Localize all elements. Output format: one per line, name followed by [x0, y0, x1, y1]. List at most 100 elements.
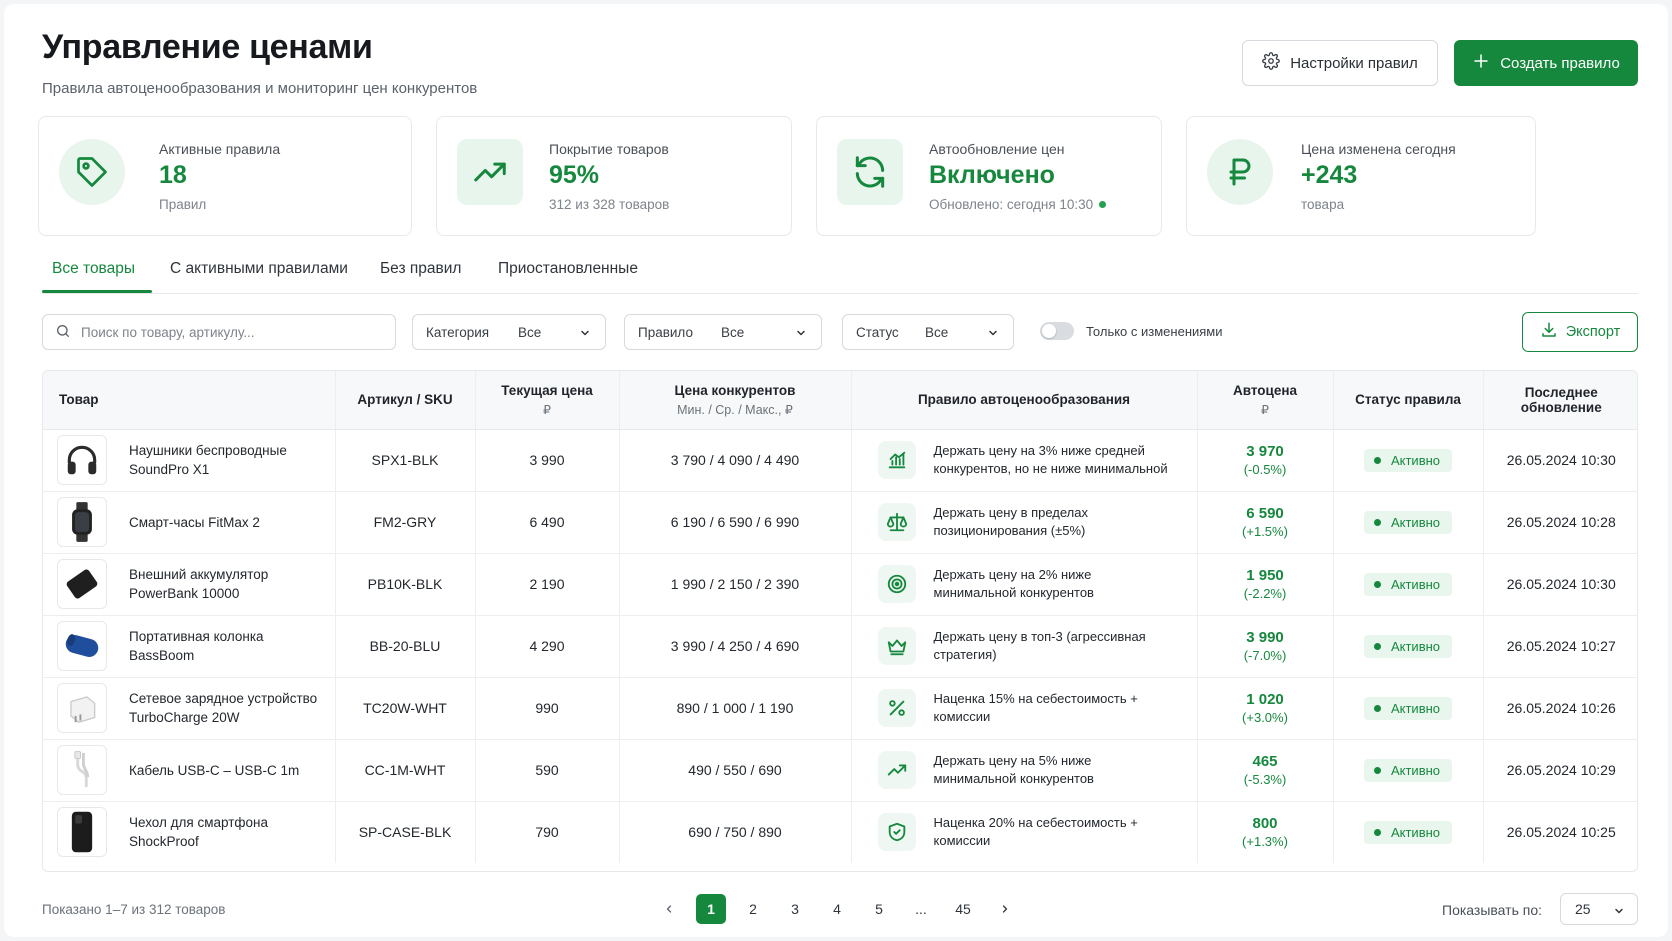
auto-price-change: (-7.0%): [1243, 648, 1287, 663]
search-input[interactable]: Поиск по товару, артикулу...: [42, 314, 396, 350]
page-button[interactable]: 3: [791, 901, 799, 917]
tab-active-rules[interactable]: С активными правилами: [170, 260, 348, 277]
only-changes-label: Только с изменениями: [1086, 323, 1223, 339]
rule-settings-label: Настройки правил: [1290, 54, 1418, 72]
tab-paused[interactable]: Приостановленные: [498, 260, 638, 277]
search-placeholder: Поиск по товару, артикулу...: [81, 324, 255, 340]
auto-price-change: (-5.3%): [1243, 772, 1287, 787]
stat-sub: Обновлено: сегодня 10:30: [929, 197, 1107, 212]
current-price-cell: 790: [475, 801, 620, 863]
only-changes-toggle[interactable]: [1040, 322, 1074, 340]
stat-label: Автообновление цен: [929, 141, 1065, 157]
page-button[interactable]: 2: [749, 901, 757, 917]
sku-cell: BB-20-BLU: [335, 615, 476, 678]
product-name[interactable]: Чехол для смартфона ShockProof: [129, 815, 268, 850]
status-select[interactable]: Статус Все: [842, 314, 1014, 350]
competitor-price-cell: 690 / 750 / 890: [619, 801, 852, 863]
updated-cell: 26.05.2024 10:30: [1483, 553, 1637, 616]
col-competitor-price[interactable]: Цена конкурентов Мин. / Ср. / Макс., ₽: [619, 371, 852, 430]
col-rule-status[interactable]: Статус правила: [1333, 371, 1484, 430]
status-cell: Активно: [1333, 491, 1484, 554]
product-name[interactable]: Внешний аккумулятор PowerBank 10000: [129, 567, 269, 601]
auto-price-change: (+3.0%): [1242, 710, 1288, 725]
per-page-select[interactable]: 25: [1560, 893, 1638, 925]
auto-price-cell: 1 020 (+3.0%): [1197, 677, 1334, 740]
stat-card-changed-today: Цена изменена сегодня +243 товара: [1186, 116, 1536, 236]
rule-cell: Держать цену в топ-3 (агрессивная страте…: [851, 615, 1198, 678]
status-badge: Активно: [1363, 820, 1453, 844]
col-auto-price[interactable]: Автоцена ₽: [1197, 371, 1334, 430]
status-cell: Активно: [1333, 429, 1484, 492]
status-cell: Активно: [1333, 801, 1484, 863]
table-row[interactable]: Кабель USB-C – USB-C 1m CC-1M-WHT 590 490 /…: [43, 739, 1637, 802]
auto-price-change: (-2.2%): [1243, 586, 1287, 601]
rule-text: Держать цену в пределах позиционирования…: [933, 504, 1089, 539]
only-changes-toggle-group: Только с изменениями: [1040, 322, 1223, 340]
table-row[interactable]: Наушники беспроводные SoundPro X1 SPX1-BL…: [43, 429, 1637, 492]
ruble-icon: [1207, 139, 1273, 205]
table-row[interactable]: Внешний аккумулятор PowerBank 10000 PB10K…: [43, 553, 1637, 616]
col-last-update[interactable]: Последнее обновление: [1483, 371, 1637, 430]
table-row[interactable]: Сетевое зарядное устройство TurboCharge …: [43, 677, 1637, 740]
create-rule-button[interactable]: Создать правило: [1454, 40, 1638, 86]
col-product[interactable]: Товар: [43, 371, 336, 430]
status-text: Активно: [1390, 576, 1441, 592]
rule-select[interactable]: Правило Все: [624, 314, 822, 350]
auto-price-change: (-0.5%): [1243, 462, 1287, 477]
col-sku[interactable]: Артикул / SKU: [335, 371, 476, 430]
product-name[interactable]: Сетевое зарядное устройство TurboCharge …: [129, 691, 318, 725]
page-button[interactable]: 45: [955, 901, 971, 917]
page-button[interactable]: 4: [833, 901, 841, 917]
col-current-price[interactable]: Текущая цена ₽: [475, 371, 620, 430]
product-name[interactable]: Кабель USB-C – USB-C 1m: [129, 762, 300, 778]
stat-sub: Правил: [159, 197, 207, 212]
status-text: Активно: [1390, 514, 1441, 530]
tab-all-products[interactable]: Все товары: [52, 260, 136, 277]
status-cell: Активно: [1333, 553, 1484, 616]
rule-text: Держать цену на 3% ниже средней конкурен…: [933, 442, 1168, 477]
auto-price-value: 800: [1252, 815, 1278, 833]
status-badge: Активно: [1363, 510, 1453, 534]
product-name[interactable]: Смарт-часы FitMax 2: [129, 514, 260, 530]
updated-cell: 26.05.2024 10:27: [1483, 615, 1637, 678]
competitor-price-cell: 1 990 / 2 150 / 2 390: [619, 553, 852, 616]
updated-cell: 26.05.2024 10:26: [1483, 677, 1637, 740]
next-page-button[interactable]: [990, 894, 1020, 924]
stat-value: 18: [159, 161, 187, 189]
auto-price-cell: 3 970 (-0.5%): [1197, 429, 1334, 492]
table-row[interactable]: Чехол для смартфона ShockProof SP-CASE-BL…: [43, 801, 1637, 863]
auto-price-change: (+1.3%): [1242, 834, 1288, 850]
page-button[interactable]: 5: [875, 901, 883, 917]
sku-cell: CC-1M-WHT: [335, 739, 476, 802]
export-button[interactable]: Экспорт: [1522, 312, 1638, 352]
per-page-value: 25: [1575, 901, 1591, 917]
status-badge: Активно: [1363, 448, 1453, 472]
table-row[interactable]: Смарт-часы FitMax 2 FM2-GRY 6 490 6 190 / 6…: [43, 491, 1637, 554]
chevron-down-icon: [987, 327, 999, 342]
auto-price-cell: 800 (+1.3%): [1197, 801, 1334, 863]
charger-icon: [57, 683, 107, 733]
percent-icon: [877, 689, 916, 727]
col-pricing-rule[interactable]: Правило автоценообразования: [851, 371, 1198, 430]
category-select[interactable]: Категория Все: [412, 314, 606, 350]
updated-cell: 26.05.2024 10:28: [1483, 491, 1637, 554]
auto-price-cell: 3 990 (-7.0%): [1197, 615, 1334, 678]
table-row[interactable]: Портативная колонка BassBoom BB-20-BLU 4 2…: [43, 615, 1637, 678]
prev-page-button[interactable]: [654, 894, 684, 924]
status-cell: Активно: [1333, 677, 1484, 740]
product-name[interactable]: Наушники беспроводные SoundPro X1: [129, 443, 287, 477]
competitor-price-cell: 3 990 / 4 250 / 4 690: [619, 615, 852, 678]
rule-settings-button[interactable]: Настройки правил: [1242, 40, 1438, 86]
auto-price-cell: 6 590 (+1.5%): [1197, 491, 1334, 554]
stat-sub: товара: [1301, 197, 1345, 212]
status-dot: [1373, 456, 1381, 464]
page-button[interactable]: 1: [696, 894, 726, 924]
sku-cell: PB10K-BLK: [335, 553, 476, 616]
rule-cell: Держать цену на 3% ниже средней конкурен…: [851, 429, 1198, 492]
tab-no-rules[interactable]: Без правил: [380, 260, 462, 277]
product-name[interactable]: Портативная колонка BassBoom: [129, 629, 264, 663]
auto-price-value: 1 950: [1246, 567, 1284, 584]
product-cell: Сетевое зарядное устройство TurboCharge …: [43, 677, 336, 740]
auto-price-value: 1 020: [1246, 691, 1284, 708]
target-icon: [877, 565, 916, 603]
